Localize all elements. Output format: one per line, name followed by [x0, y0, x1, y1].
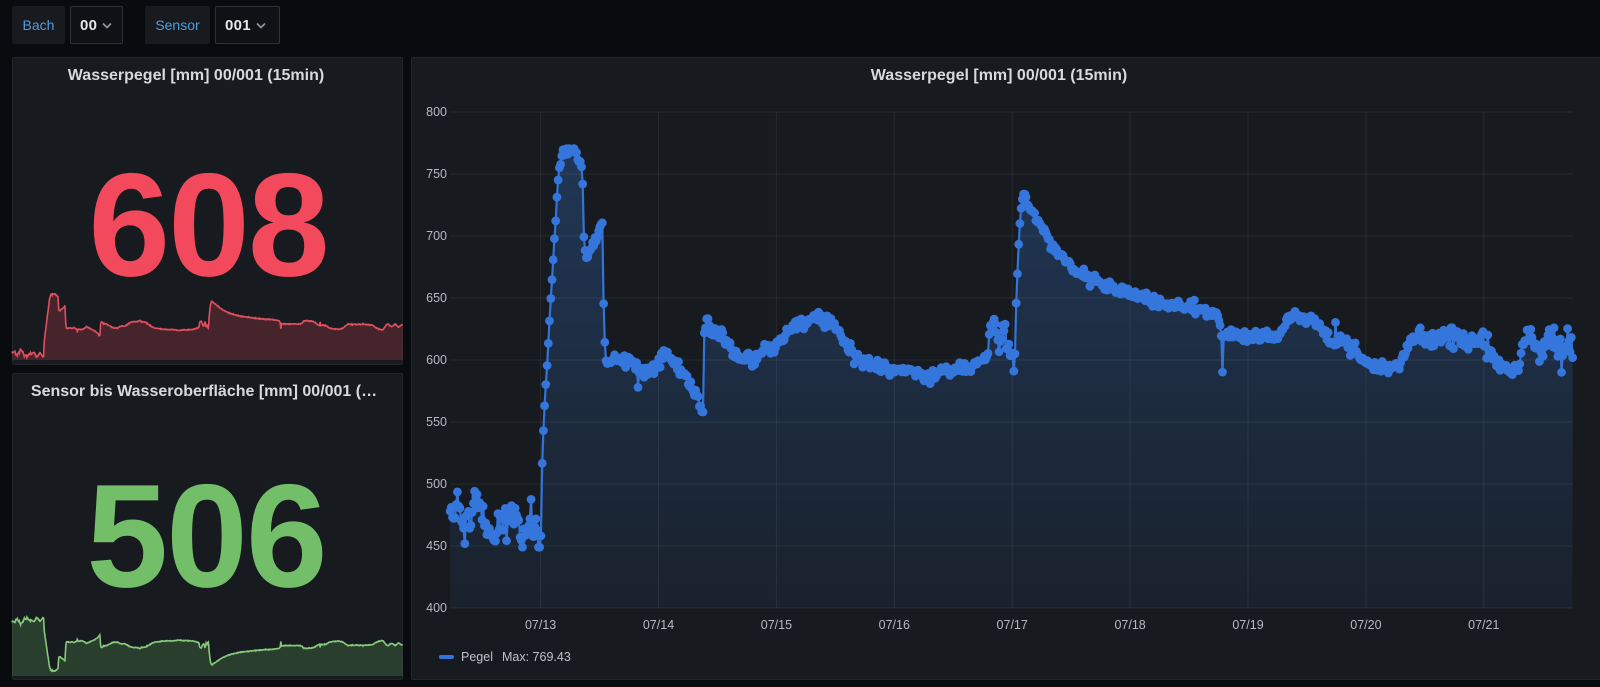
svg-text:650: 650: [426, 291, 447, 305]
svg-text:400: 400: [426, 601, 447, 615]
svg-text:750: 750: [426, 167, 447, 181]
svg-text:450: 450: [426, 539, 447, 553]
svg-text:07/16: 07/16: [879, 618, 910, 632]
svg-text:07/20: 07/20: [1350, 618, 1381, 632]
svg-text:07/17: 07/17: [997, 618, 1028, 632]
svg-text:800: 800: [426, 105, 447, 119]
svg-text:07/21: 07/21: [1468, 618, 1499, 632]
svg-text:07/14: 07/14: [643, 618, 674, 632]
svg-text:07/19: 07/19: [1232, 618, 1263, 632]
svg-text:07/15: 07/15: [761, 618, 792, 632]
svg-text:07/18: 07/18: [1114, 618, 1145, 632]
svg-text:600: 600: [426, 353, 447, 367]
svg-text:700: 700: [426, 229, 447, 243]
svg-text:07/13: 07/13: [525, 618, 556, 632]
svg-text:550: 550: [426, 415, 447, 429]
svg-text:500: 500: [426, 477, 447, 491]
